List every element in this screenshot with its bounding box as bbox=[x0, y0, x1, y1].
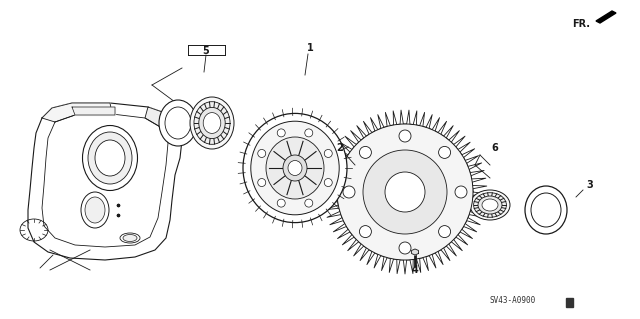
Ellipse shape bbox=[194, 102, 230, 144]
Circle shape bbox=[305, 199, 313, 207]
Text: FR.: FR. bbox=[572, 19, 590, 29]
Circle shape bbox=[438, 226, 451, 238]
Ellipse shape bbox=[474, 193, 506, 217]
Ellipse shape bbox=[531, 193, 561, 227]
Ellipse shape bbox=[120, 233, 140, 243]
Ellipse shape bbox=[470, 190, 510, 220]
Polygon shape bbox=[145, 107, 182, 140]
Polygon shape bbox=[566, 298, 573, 307]
Polygon shape bbox=[596, 11, 616, 23]
Ellipse shape bbox=[95, 140, 125, 176]
Ellipse shape bbox=[288, 160, 302, 175]
Ellipse shape bbox=[165, 107, 191, 139]
Circle shape bbox=[258, 179, 266, 187]
Circle shape bbox=[438, 146, 451, 159]
Circle shape bbox=[277, 199, 285, 207]
Polygon shape bbox=[28, 103, 182, 260]
Text: 1: 1 bbox=[307, 43, 314, 53]
Circle shape bbox=[343, 186, 355, 198]
Ellipse shape bbox=[88, 132, 132, 184]
Ellipse shape bbox=[266, 137, 324, 199]
Circle shape bbox=[399, 242, 411, 254]
Ellipse shape bbox=[85, 197, 105, 223]
Ellipse shape bbox=[251, 121, 339, 215]
Circle shape bbox=[385, 172, 425, 212]
Ellipse shape bbox=[478, 196, 502, 214]
Ellipse shape bbox=[123, 234, 137, 241]
Circle shape bbox=[360, 226, 371, 238]
Ellipse shape bbox=[482, 199, 498, 211]
Text: 5: 5 bbox=[203, 46, 209, 56]
Ellipse shape bbox=[199, 108, 225, 138]
Text: 6: 6 bbox=[492, 143, 499, 153]
Circle shape bbox=[399, 130, 411, 142]
Circle shape bbox=[324, 150, 332, 158]
Text: 4: 4 bbox=[412, 265, 419, 275]
Ellipse shape bbox=[159, 100, 197, 146]
Circle shape bbox=[277, 129, 285, 137]
Polygon shape bbox=[72, 107, 115, 115]
Circle shape bbox=[455, 186, 467, 198]
Circle shape bbox=[363, 150, 447, 234]
Polygon shape bbox=[42, 103, 112, 122]
Ellipse shape bbox=[83, 125, 138, 190]
Ellipse shape bbox=[190, 97, 234, 149]
Circle shape bbox=[324, 179, 332, 187]
Ellipse shape bbox=[204, 113, 221, 133]
Ellipse shape bbox=[283, 155, 307, 181]
Polygon shape bbox=[323, 110, 487, 274]
Ellipse shape bbox=[525, 186, 567, 234]
Circle shape bbox=[360, 146, 371, 159]
Circle shape bbox=[258, 150, 266, 158]
Polygon shape bbox=[412, 249, 419, 255]
Circle shape bbox=[337, 124, 473, 260]
Text: 2: 2 bbox=[337, 143, 344, 153]
Ellipse shape bbox=[243, 113, 347, 223]
Text: 3: 3 bbox=[587, 180, 593, 190]
Text: SV43-A0900: SV43-A0900 bbox=[490, 296, 536, 305]
Circle shape bbox=[305, 129, 313, 137]
Ellipse shape bbox=[81, 192, 109, 228]
